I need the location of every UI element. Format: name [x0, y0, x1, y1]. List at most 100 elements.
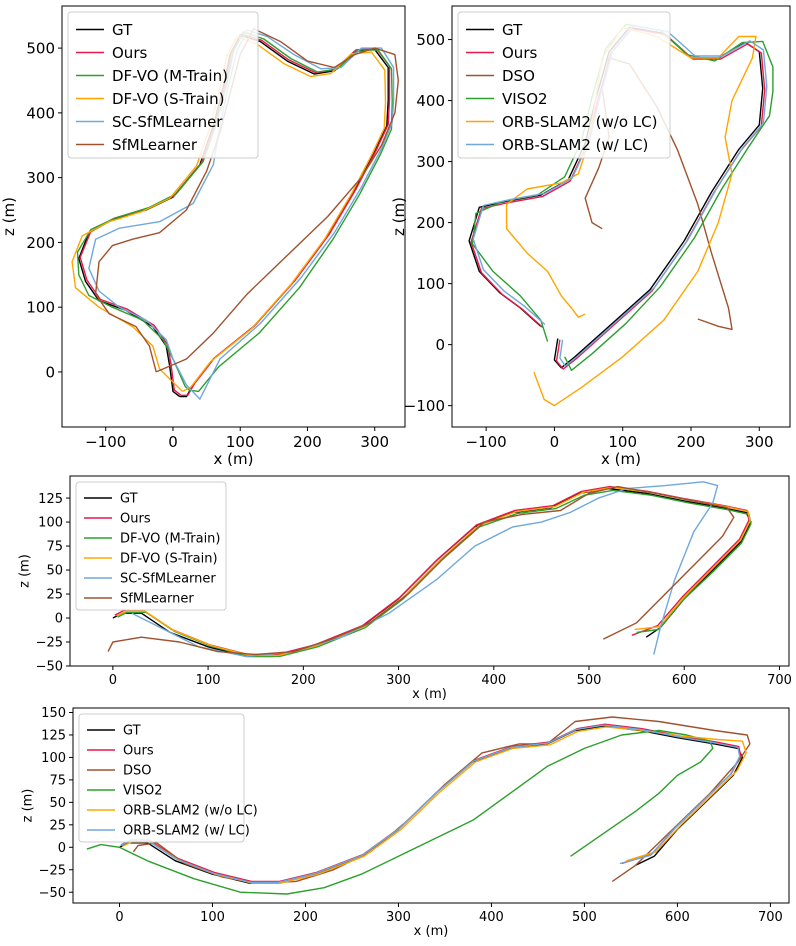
y-tick-label: 300	[416, 153, 445, 171]
y-axis-label: z (m)	[0, 197, 18, 236]
legend-label: DSO	[123, 764, 152, 779]
y-tick-label: 75	[49, 774, 66, 789]
y-tick-label: 100	[38, 516, 63, 531]
plot-frame	[451, 5, 791, 428]
y-tick-label: −50	[36, 660, 63, 675]
series-group	[86, 716, 751, 895]
legend-label: DF-VO (S-Train)	[120, 552, 218, 567]
y-tick-label: 200	[26, 234, 55, 252]
x-tick-label: 600	[665, 910, 690, 925]
y-tick-label: 500	[416, 31, 445, 49]
legend-label: Ours	[123, 744, 154, 759]
x-tick-label: 400	[481, 673, 506, 688]
y-tick-label: 50	[46, 564, 63, 579]
y-tick-label: 0	[58, 841, 66, 856]
x-tick-label: 400	[479, 910, 504, 925]
y-tick-label: 75	[46, 540, 63, 555]
legend-label: DF-VO (S-Train)	[112, 90, 225, 108]
series-line-3	[471, 23, 774, 371]
legend-label: SC-SfMLearner	[120, 572, 216, 587]
legend-label: GT	[502, 21, 523, 39]
series-line-3	[86, 729, 714, 895]
y-tick-label: 200	[416, 214, 445, 232]
y-axis-label: z (m)	[390, 197, 408, 236]
series-group	[107, 481, 752, 658]
series-line-5	[94, 28, 399, 373]
x-tick-label: 500	[572, 910, 597, 925]
legend-box	[75, 481, 227, 611]
legend-label: SfMLearner	[120, 592, 194, 607]
x-tick-label: 100	[196, 673, 221, 688]
plot-frame	[69, 475, 790, 667]
series-line-2	[117, 489, 752, 658]
x-tick-label: 700	[767, 673, 792, 688]
x-tick-label: 600	[672, 673, 697, 688]
y-tick-label: −25	[36, 636, 63, 651]
chart-top-left: −100 0 100 200 300 0 100 200 300 400 500 x (m) z (m)…	[0, 5, 406, 468]
x-tick-label: 0	[168, 433, 178, 451]
legend-label: VISO2	[502, 90, 548, 108]
chart-bottom: 0 100 200 300 400 500 600 700 −50 −25 0 25 50 75 100 12…	[20, 706, 790, 939]
legend-label: Ours	[112, 44, 147, 62]
series-line-1	[470, 27, 766, 370]
legend-label: GT	[112, 21, 133, 39]
y-tick-label: 50	[49, 796, 66, 811]
x-tick-label: 100	[200, 910, 225, 925]
y-tick-label: 400	[26, 104, 55, 122]
legend-label: ORB-SLAM2 (w/ LC)	[123, 824, 250, 839]
y-tick-label: 100	[41, 751, 66, 766]
series-line-4	[505, 26, 757, 407]
y-tick-label: 125	[38, 492, 63, 507]
x-axis-label: x (m)	[601, 450, 641, 468]
legend: GT Ours DSO VISO2 ORB-SLAM2 (w/o LC) ORB-SLAM…	[78, 713, 258, 843]
x-tick-label: 0	[109, 673, 117, 688]
x-tick-label: 0	[550, 433, 560, 451]
y-tick-label: 100	[26, 299, 55, 317]
x-tick-label: 200	[293, 433, 322, 451]
x-tick-label: 300	[745, 433, 774, 451]
legend: GT Ours DF-VO (M-Train) DF-VO (S-Train) SC-S…	[75, 481, 227, 611]
legend-label: ORB-SLAM2 (w/ LC)	[502, 136, 648, 154]
legend: GT Ours DF-VO (M-Train) DF-VO (S-Train) SC-S…	[67, 11, 259, 159]
x-tick-label: 100	[608, 433, 637, 451]
x-tick-label: 300	[386, 910, 411, 925]
x-tick-label: 0	[115, 910, 123, 925]
legend-label: Ours	[120, 512, 151, 527]
x-tick-label: 200	[293, 910, 318, 925]
x-tick-label: 500	[577, 673, 602, 688]
series-line-5	[120, 724, 741, 883]
y-tick-label: 100	[416, 275, 445, 293]
legend-label: DF-VO (M-Train)	[112, 67, 228, 85]
legend-label: Ours	[502, 44, 537, 62]
y-tick-label: −50	[39, 886, 66, 901]
y-tick-label: −25	[39, 863, 66, 878]
y-tick-label: 125	[41, 729, 66, 744]
x-tick-label: 300	[360, 433, 389, 451]
x-tick-label: 200	[291, 673, 316, 688]
legend-label: ORB-SLAM2 (w/o LC)	[502, 113, 657, 131]
legend: GT Ours DSO VISO2 ORB-SLAM2 (w/o LC) ORB-SLAM…	[457, 11, 671, 159]
x-tick-label: 100	[226, 433, 255, 451]
legend-box	[67, 11, 259, 159]
series-line-5	[107, 485, 735, 656]
legend-label: DF-VO (M-Train)	[120, 532, 221, 547]
y-axis-label: z (m)	[20, 789, 35, 823]
x-tick-label: −100	[466, 433, 507, 451]
legend-box	[457, 11, 671, 159]
x-tick-label: 300	[386, 673, 411, 688]
x-tick-label: −100	[85, 433, 126, 451]
y-tick-label: 25	[49, 819, 66, 834]
y-tick-label: 0	[55, 612, 63, 627]
legend-label: SfMLearner	[112, 136, 198, 154]
legend-label: GT	[123, 724, 141, 739]
y-tick-label: 500	[26, 40, 55, 58]
y-tick-label: 300	[26, 169, 55, 187]
chart-middle: 0 100 200 300 400 500 600 700 −50 −25 0 25 50 75 100 12…	[17, 475, 792, 702]
legend-label: SC-SfMLearner	[112, 113, 223, 131]
legend-box	[78, 713, 245, 843]
series-line-3	[116, 486, 751, 657]
legend-label: DSO	[502, 67, 535, 85]
y-tick-label: 25	[46, 588, 63, 603]
x-axis-label: x (m)	[214, 450, 254, 468]
